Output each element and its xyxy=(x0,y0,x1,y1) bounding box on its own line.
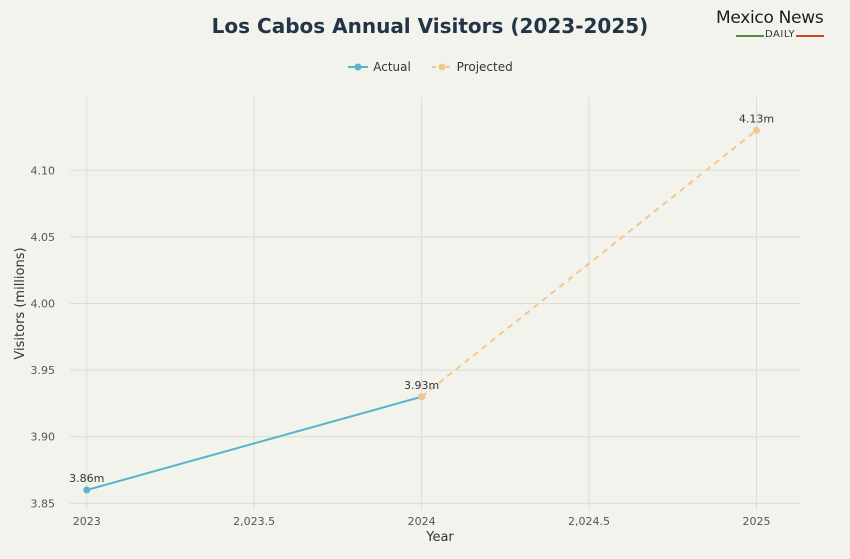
data-point-projected xyxy=(752,126,760,134)
legend-swatch-projected xyxy=(431,63,452,71)
y-tick-label: 4.05 xyxy=(31,231,56,244)
x-tick-label: 2,024.5 xyxy=(568,515,610,528)
x-axis-title: Year xyxy=(425,530,454,545)
logo-green-line xyxy=(736,35,764,37)
logo-sub-text: DAILY xyxy=(765,29,796,40)
legend-label-projected: Projected xyxy=(456,60,513,74)
data-label-actual: 3.86m xyxy=(69,472,104,485)
data-point-actual xyxy=(83,486,91,494)
mexico-news-daily-logo: Mexico News DAILY xyxy=(716,8,842,43)
x-tick-label: 2023 xyxy=(73,515,101,528)
x-tick-label: 2025 xyxy=(742,515,770,528)
data-label-projected: 4.13m xyxy=(739,112,774,125)
series-line-projected xyxy=(420,129,758,398)
chart-title: Los Cabos Annual Visitors (2023-2025) xyxy=(211,14,649,38)
data-point-projected xyxy=(418,393,426,401)
y-tick-label: 3.95 xyxy=(31,364,56,377)
logo-subtitle: DAILY xyxy=(716,29,842,43)
legend-item-projected[interactable]: Projected xyxy=(431,60,513,74)
y-tick-label: 4.00 xyxy=(31,298,56,311)
logo-red-line xyxy=(796,35,824,37)
y-tick-label: 4.10 xyxy=(31,164,56,177)
x-tick-label: 2,023.5 xyxy=(233,515,275,528)
y-tick-label: 3.85 xyxy=(31,497,56,510)
series-line-actual xyxy=(86,395,422,491)
data-label-actual: 3.93m xyxy=(404,379,439,392)
chart-legend: Actual Projected xyxy=(0,60,850,75)
logo-name: Mexico News xyxy=(716,8,824,28)
legend-label-actual: Actual xyxy=(373,60,411,74)
y-axis-title: Visitors (millions) xyxy=(13,247,28,359)
legend-item-actual[interactable]: Actual xyxy=(347,60,411,74)
legend-swatch-actual xyxy=(348,63,369,71)
y-tick-label: 3.90 xyxy=(31,431,56,444)
x-tick-label: 2024 xyxy=(408,515,436,528)
